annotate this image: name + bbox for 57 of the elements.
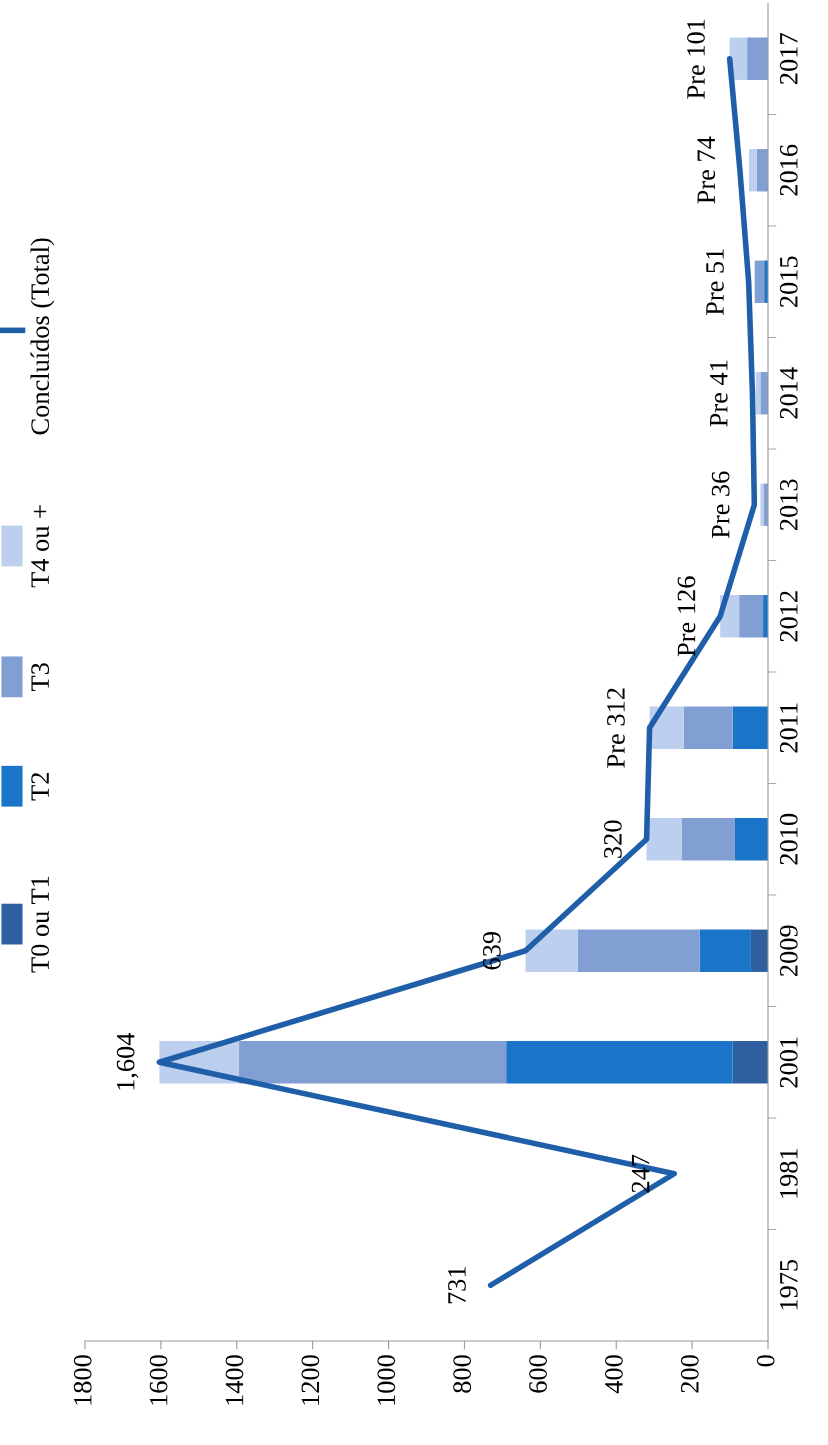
data-label: Pre 41 — [709, 360, 728, 427]
bar — [734, 818, 768, 861]
data-label: Pre 312 — [607, 688, 625, 768]
y-tick-label: 2010 — [779, 813, 798, 865]
bar — [732, 706, 768, 749]
bar — [749, 149, 757, 192]
data-label: Pre 36 — [711, 471, 730, 539]
bar — [646, 818, 682, 861]
data-label: Pre 51 — [706, 249, 724, 316]
legend-label: T3 — [31, 663, 50, 692]
bar — [760, 483, 764, 526]
legend-label: Concluídos (Total) — [30, 238, 55, 435]
x-tick-label: 1200 — [301, 1355, 320, 1405]
y-tick-label: 1981 — [779, 1148, 798, 1198]
bar — [747, 37, 768, 80]
bar — [683, 706, 733, 749]
bar — [699, 929, 751, 972]
bar — [732, 1041, 768, 1084]
x-tick-label: 200 — [680, 1355, 699, 1393]
x-tick-label: 400 — [605, 1355, 623, 1394]
data-label: 1,604 — [116, 1032, 139, 1090]
y-tick-label: 2016 — [779, 144, 798, 196]
y-tick-label: 2017 — [779, 33, 798, 84]
x-tick-label: 1000 — [377, 1355, 396, 1405]
bar — [577, 929, 700, 972]
y-tick-label: 2015 — [779, 256, 798, 307]
bar — [525, 929, 578, 972]
x-tick-label: 1800 — [73, 1355, 92, 1405]
data-label: 320 — [603, 820, 622, 858]
bar — [750, 929, 768, 972]
bar — [760, 372, 768, 415]
data-label: Pre 126 — [677, 576, 696, 657]
data-label: 247 — [631, 1154, 650, 1193]
y-tick-label: 1975 — [779, 1259, 798, 1310]
bar — [754, 260, 765, 303]
bar — [739, 595, 764, 638]
bar — [239, 1041, 507, 1084]
data-label: Pre 74 — [697, 136, 716, 204]
bar — [506, 1041, 733, 1084]
y-tick-label: 2013 — [779, 479, 798, 530]
data-label: 731 — [448, 1267, 466, 1304]
x-tick-label: 1400 — [225, 1355, 244, 1405]
data-label: Pre 101 — [687, 19, 705, 99]
x-tick-label: 600 — [529, 1355, 547, 1393]
legend-label: T2 — [31, 773, 49, 801]
x-tick-label: 0 — [756, 1355, 775, 1367]
y-tick-label: 2012 — [779, 591, 798, 642]
data-label: 639 — [483, 932, 501, 970]
x-tick-label: 1600 — [149, 1355, 168, 1405]
y-tick-label: 2001 — [779, 1037, 798, 1088]
y-tick-label: 2011 — [779, 703, 798, 753]
y-tick-label: 2009 — [779, 925, 798, 976]
x-tick-label: 800 — [453, 1355, 472, 1393]
bar — [681, 818, 735, 861]
y-tick-label: 2014 — [779, 367, 798, 419]
legend-label: T4 ou + — [31, 505, 50, 588]
legend-label: T0 ou T1 — [31, 876, 50, 973]
